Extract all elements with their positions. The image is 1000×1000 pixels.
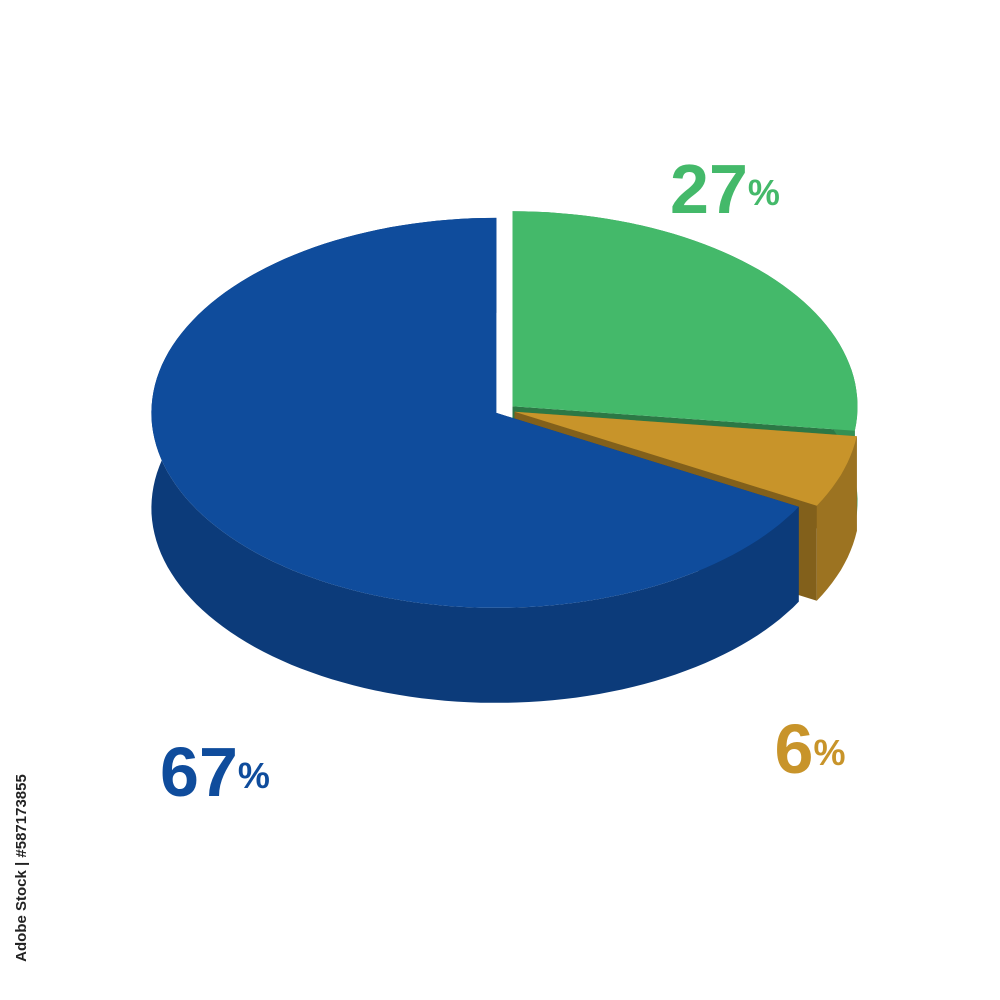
stock-id: Adobe Stock | #587173855: [13, 774, 30, 962]
pie-slice: [151, 217, 799, 608]
value-label: 6%: [775, 710, 846, 788]
slice-tops: [151, 211, 858, 608]
value-label: 27%: [670, 150, 780, 228]
pie-slice: [514, 411, 857, 506]
value-labels: 67% 27% 6%: [160, 150, 845, 811]
slice-wall: [816, 436, 857, 601]
pie-slice: [512, 211, 858, 431]
value-label: 67%: [160, 733, 270, 811]
